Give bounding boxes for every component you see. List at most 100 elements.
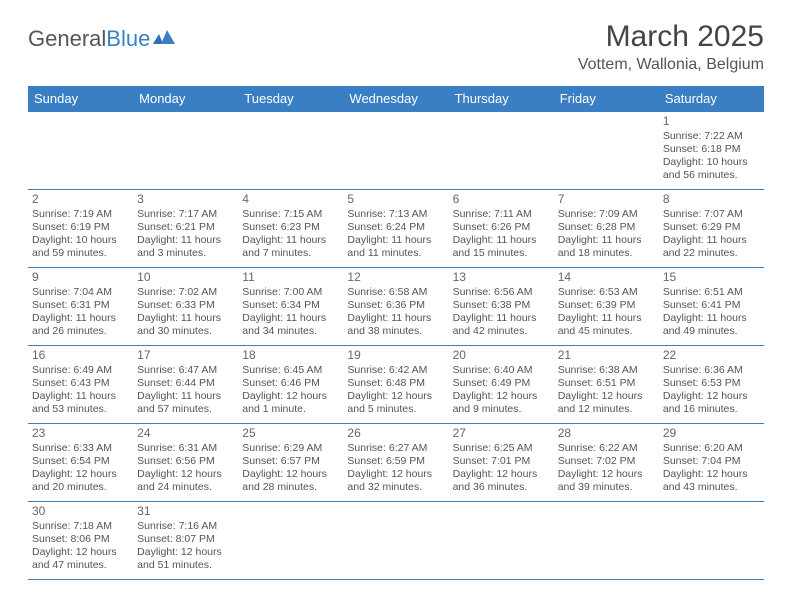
day-number: 14	[558, 270, 655, 285]
sunset-line: Sunset: 6:29 PM	[663, 221, 760, 234]
daylight-line: Daylight: 11 hours and 34 minutes.	[242, 312, 339, 338]
daylight-line: Daylight: 12 hours and 16 minutes.	[663, 390, 760, 416]
sunrise-line: Sunrise: 7:09 AM	[558, 208, 655, 221]
sunset-line: Sunset: 6:36 PM	[347, 299, 444, 312]
day-number: 1	[663, 114, 760, 129]
sunset-line: Sunset: 6:41 PM	[663, 299, 760, 312]
sunrise-line: Sunrise: 6:27 AM	[347, 442, 444, 455]
sunrise-line: Sunrise: 7:18 AM	[32, 520, 129, 533]
calendar-cell: 2Sunrise: 7:19 AMSunset: 6:19 PMDaylight…	[28, 190, 133, 268]
page-header: GeneralBlue March 2025 Vottem, Wallonia,…	[28, 20, 764, 74]
calendar-cell: 30Sunrise: 7:18 AMSunset: 8:06 PMDayligh…	[28, 502, 133, 580]
sunset-line: Sunset: 7:04 PM	[663, 455, 760, 468]
logo: GeneralBlue	[28, 26, 177, 52]
daylight-line: Daylight: 12 hours and 36 minutes.	[453, 468, 550, 494]
sunset-line: Sunset: 6:31 PM	[32, 299, 129, 312]
calendar-row: 23Sunrise: 6:33 AMSunset: 6:54 PMDayligh…	[28, 424, 764, 502]
sunrise-line: Sunrise: 7:17 AM	[137, 208, 234, 221]
calendar-cell-empty	[554, 112, 659, 190]
day-number: 10	[137, 270, 234, 285]
sunrise-line: Sunrise: 6:51 AM	[663, 286, 760, 299]
month-title: March 2025	[578, 20, 764, 54]
calendar-cell: 16Sunrise: 6:49 AMSunset: 6:43 PMDayligh…	[28, 346, 133, 424]
day-number: 27	[453, 426, 550, 441]
sunset-line: Sunset: 6:24 PM	[347, 221, 444, 234]
sunrise-line: Sunrise: 6:29 AM	[242, 442, 339, 455]
sunset-line: Sunset: 6:38 PM	[453, 299, 550, 312]
sunrise-line: Sunrise: 7:13 AM	[347, 208, 444, 221]
daylight-line: Daylight: 10 hours and 56 minutes.	[663, 156, 760, 182]
weekday-header: Friday	[554, 86, 659, 112]
weekday-header-row: SundayMondayTuesdayWednesdayThursdayFrid…	[28, 86, 764, 112]
calendar-cell-empty	[28, 112, 133, 190]
day-number: 11	[242, 270, 339, 285]
day-number: 22	[663, 348, 760, 363]
day-number: 17	[137, 348, 234, 363]
calendar-cell: 12Sunrise: 6:58 AMSunset: 6:36 PMDayligh…	[343, 268, 448, 346]
daylight-line: Daylight: 12 hours and 32 minutes.	[347, 468, 444, 494]
day-number: 9	[32, 270, 129, 285]
sunrise-line: Sunrise: 6:25 AM	[453, 442, 550, 455]
calendar-cell: 11Sunrise: 7:00 AMSunset: 6:34 PMDayligh…	[238, 268, 343, 346]
sunset-line: Sunset: 6:26 PM	[453, 221, 550, 234]
weekday-header: Wednesday	[343, 86, 448, 112]
calendar-cell: 24Sunrise: 6:31 AMSunset: 6:56 PMDayligh…	[133, 424, 238, 502]
day-number: 16	[32, 348, 129, 363]
day-number: 15	[663, 270, 760, 285]
sunrise-line: Sunrise: 6:33 AM	[32, 442, 129, 455]
calendar-table: SundayMondayTuesdayWednesdayThursdayFrid…	[28, 86, 764, 580]
day-number: 2	[32, 192, 129, 207]
sunset-line: Sunset: 6:28 PM	[558, 221, 655, 234]
calendar-row: 30Sunrise: 7:18 AMSunset: 8:06 PMDayligh…	[28, 502, 764, 580]
day-number: 21	[558, 348, 655, 363]
calendar-cell-empty	[659, 502, 764, 580]
calendar-cell-empty	[133, 112, 238, 190]
day-number: 25	[242, 426, 339, 441]
calendar-cell: 15Sunrise: 6:51 AMSunset: 6:41 PMDayligh…	[659, 268, 764, 346]
calendar-cell-empty	[554, 502, 659, 580]
daylight-line: Daylight: 11 hours and 42 minutes.	[453, 312, 550, 338]
daylight-line: Daylight: 11 hours and 11 minutes.	[347, 234, 444, 260]
calendar-cell: 19Sunrise: 6:42 AMSunset: 6:48 PMDayligh…	[343, 346, 448, 424]
calendar-body: 1Sunrise: 7:22 AMSunset: 6:18 PMDaylight…	[28, 112, 764, 580]
sunset-line: Sunset: 6:21 PM	[137, 221, 234, 234]
daylight-line: Daylight: 12 hours and 24 minutes.	[137, 468, 234, 494]
day-number: 3	[137, 192, 234, 207]
sunrise-line: Sunrise: 6:36 AM	[663, 364, 760, 377]
title-block: March 2025 Vottem, Wallonia, Belgium	[578, 20, 764, 74]
daylight-line: Daylight: 12 hours and 1 minute.	[242, 390, 339, 416]
calendar-cell: 18Sunrise: 6:45 AMSunset: 6:46 PMDayligh…	[238, 346, 343, 424]
calendar-cell: 7Sunrise: 7:09 AMSunset: 6:28 PMDaylight…	[554, 190, 659, 268]
calendar-cell: 17Sunrise: 6:47 AMSunset: 6:44 PMDayligh…	[133, 346, 238, 424]
sunset-line: Sunset: 6:19 PM	[32, 221, 129, 234]
day-number: 5	[347, 192, 444, 207]
calendar-row: 16Sunrise: 6:49 AMSunset: 6:43 PMDayligh…	[28, 346, 764, 424]
sunrise-line: Sunrise: 6:42 AM	[347, 364, 444, 377]
daylight-line: Daylight: 11 hours and 18 minutes.	[558, 234, 655, 260]
sunset-line: Sunset: 8:07 PM	[137, 533, 234, 546]
sunrise-line: Sunrise: 6:56 AM	[453, 286, 550, 299]
sunrise-line: Sunrise: 6:53 AM	[558, 286, 655, 299]
sunrise-line: Sunrise: 6:58 AM	[347, 286, 444, 299]
sunset-line: Sunset: 6:18 PM	[663, 143, 760, 156]
calendar-cell: 6Sunrise: 7:11 AMSunset: 6:26 PMDaylight…	[449, 190, 554, 268]
sunset-line: Sunset: 6:39 PM	[558, 299, 655, 312]
sunset-line: Sunset: 6:49 PM	[453, 377, 550, 390]
sunset-line: Sunset: 8:06 PM	[32, 533, 129, 546]
calendar-cell-empty	[343, 502, 448, 580]
day-number: 12	[347, 270, 444, 285]
calendar-cell: 3Sunrise: 7:17 AMSunset: 6:21 PMDaylight…	[133, 190, 238, 268]
day-number: 26	[347, 426, 444, 441]
flag-icon	[153, 26, 177, 52]
calendar-cell-empty	[238, 502, 343, 580]
sunrise-line: Sunrise: 7:04 AM	[32, 286, 129, 299]
weekday-header: Saturday	[659, 86, 764, 112]
sunrise-line: Sunrise: 6:38 AM	[558, 364, 655, 377]
sunset-line: Sunset: 6:53 PM	[663, 377, 760, 390]
calendar-cell: 5Sunrise: 7:13 AMSunset: 6:24 PMDaylight…	[343, 190, 448, 268]
sunset-line: Sunset: 7:01 PM	[453, 455, 550, 468]
day-number: 29	[663, 426, 760, 441]
sunrise-line: Sunrise: 6:45 AM	[242, 364, 339, 377]
sunset-line: Sunset: 6:54 PM	[32, 455, 129, 468]
calendar-cell: 26Sunrise: 6:27 AMSunset: 6:59 PMDayligh…	[343, 424, 448, 502]
